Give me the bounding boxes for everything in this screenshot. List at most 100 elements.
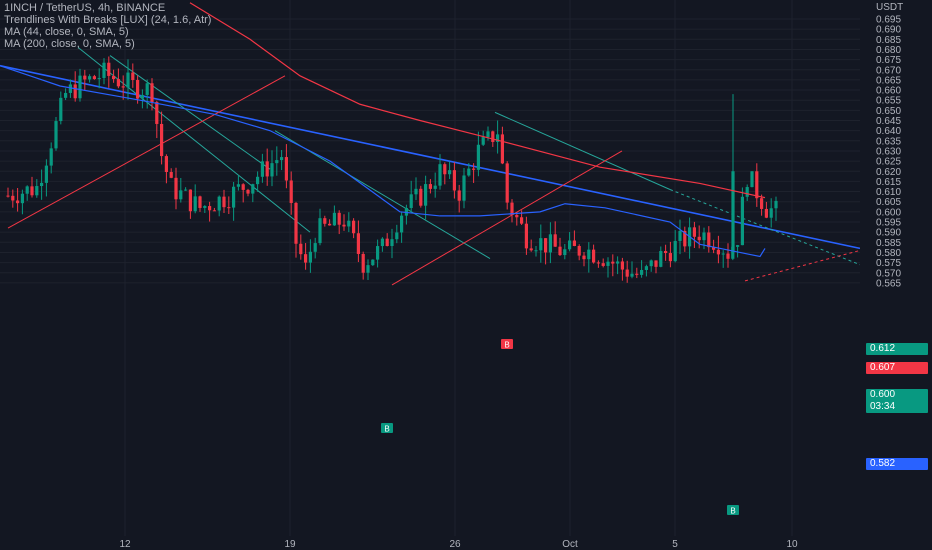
candle-down <box>222 196 226 208</box>
candle-up <box>409 194 413 208</box>
candle-down <box>529 248 533 251</box>
candle-down <box>500 134 504 164</box>
price-tick-label: 0.570 <box>876 268 901 279</box>
ma200-line <box>189 2 766 199</box>
candle-down <box>160 123 164 157</box>
candle-up <box>659 251 663 267</box>
candle-down <box>356 233 360 254</box>
candle-up <box>256 176 260 185</box>
candle-up <box>563 249 567 256</box>
candle-down <box>611 261 615 264</box>
candle-up <box>750 171 754 188</box>
candle-down <box>726 253 730 259</box>
candle-down <box>11 195 15 201</box>
legend-indicator-ma200[interactable]: MA (200, close, 0, SMA, 5) <box>4 38 135 50</box>
candle-down <box>577 245 581 256</box>
price-tick-label: 0.670 <box>876 65 901 76</box>
candle-up <box>481 137 485 145</box>
candle-up <box>400 215 404 233</box>
candle-down <box>73 84 77 99</box>
candle-up <box>380 238 384 247</box>
break-up-marker-bg <box>381 423 393 433</box>
candle-down <box>246 189 250 194</box>
candle-down <box>198 196 202 208</box>
break-down-marker-label: B <box>504 341 509 350</box>
candle-up <box>217 196 221 211</box>
last-price-tag: 0.600 03:34 <box>866 389 928 413</box>
candle-down <box>716 249 720 255</box>
candle-up <box>678 230 682 241</box>
candle-up <box>280 157 284 161</box>
trendlines-layer <box>0 47 866 286</box>
candle-down <box>294 202 298 244</box>
candle-down <box>419 188 423 206</box>
candle-down <box>83 75 87 80</box>
candle-down <box>683 230 687 247</box>
candle-up <box>64 92 68 98</box>
candle-down <box>553 234 557 247</box>
price-tick-label: 0.605 <box>876 197 901 208</box>
legend-indicator-ma44[interactable]: MA (44, close, 0, SMA, 5) <box>4 26 129 38</box>
candle-down <box>169 172 173 178</box>
break-markers-layer: B B B <box>381 339 739 516</box>
price-tag-green: 0.612 <box>866 343 928 355</box>
trendline-red <box>391 150 623 286</box>
candle-up <box>102 62 106 78</box>
price-tick-label: 0.645 <box>876 116 901 127</box>
candle-up <box>644 266 648 270</box>
candle-up <box>88 76 92 80</box>
legend-symbol[interactable]: 1INCH / TetherUS, 4h, BINANCE <box>4 2 166 14</box>
candle-up <box>78 75 82 99</box>
candle-down <box>385 238 389 246</box>
candle-down <box>304 254 308 263</box>
price-axis-currency: USDT <box>876 2 903 13</box>
candle-up <box>260 161 264 177</box>
price-tag-red: 0.607 <box>866 362 928 374</box>
price-tick-label: 0.595 <box>876 218 901 229</box>
candle-down <box>472 168 476 170</box>
candle-up <box>630 273 634 277</box>
candle-up <box>251 184 255 194</box>
price-tag-blue: 0.582 <box>866 458 928 470</box>
candle-down <box>16 200 20 204</box>
candle-up <box>774 200 778 209</box>
candle-up <box>54 121 58 149</box>
candle-up <box>606 261 610 266</box>
price-tick-label: 0.685 <box>876 35 901 46</box>
legend-indicator-trendlines[interactable]: Trendlines With Breaks [LUX] (24, 1.6, A… <box>4 14 212 26</box>
time-tick-label: 12 <box>119 539 131 550</box>
candle-up <box>275 160 279 164</box>
candle-down <box>131 72 135 80</box>
bar-countdown-label: 03:34 <box>870 401 896 412</box>
candle-down <box>457 190 461 201</box>
candle-up <box>68 84 72 93</box>
candle-down <box>107 62 111 76</box>
trendline-blue <box>0 64 861 250</box>
candle-up <box>390 239 394 246</box>
price-tick-label: 0.630 <box>876 146 901 157</box>
candle-down <box>558 246 562 256</box>
price-tick-label: 0.690 <box>876 25 901 36</box>
candle-up <box>414 188 418 195</box>
break-up-marker: B <box>381 423 393 434</box>
trendline-green <box>109 55 271 170</box>
candle-down <box>654 260 658 267</box>
price-tag-blue-label: 0.582 <box>870 458 896 469</box>
candle-down <box>265 161 269 177</box>
break-up-marker-2: B <box>727 505 739 516</box>
candle-down <box>452 170 456 191</box>
price-tick-label: 0.565 <box>876 278 901 289</box>
candle-up <box>347 220 351 227</box>
price-tick-label: 0.695 <box>876 15 901 26</box>
candle-down <box>299 243 303 255</box>
candle-down <box>544 238 548 253</box>
candle-up <box>203 206 207 208</box>
candle-up <box>193 196 197 212</box>
candle-up <box>534 250 538 252</box>
price-tick-label: 0.665 <box>876 75 901 86</box>
candle-down <box>755 171 759 199</box>
candle-up <box>44 165 48 183</box>
candle-down <box>668 253 672 262</box>
candle-up <box>731 246 735 259</box>
